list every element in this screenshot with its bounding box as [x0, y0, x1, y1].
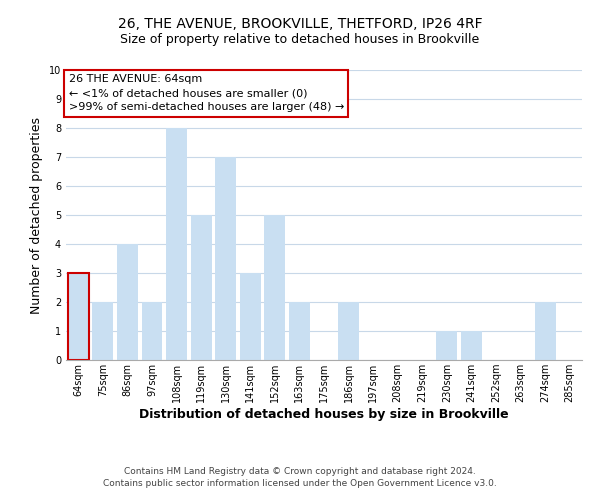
Text: Size of property relative to detached houses in Brookville: Size of property relative to detached ho… [121, 32, 479, 46]
Bar [92, 302, 113, 360]
X-axis label: Distribution of detached houses by size in Brookville: Distribution of detached houses by size … [139, 408, 509, 421]
Text: Contains public sector information licensed under the Open Government Licence v3: Contains public sector information licen… [103, 478, 497, 488]
Bar [436, 331, 457, 360]
Bar [142, 302, 163, 360]
Text: Contains HM Land Registry data © Crown copyright and database right 2024.: Contains HM Land Registry data © Crown c… [124, 467, 476, 476]
Bar [215, 157, 236, 360]
Text: 26 THE AVENUE: 64sqm
← <1% of detached houses are smaller (0)
>99% of semi-detac: 26 THE AVENUE: 64sqm ← <1% of detached h… [68, 74, 344, 112]
Y-axis label: Number of detached properties: Number of detached properties [31, 116, 43, 314]
Bar [535, 302, 556, 360]
Bar [289, 302, 310, 360]
Bar [68, 273, 89, 360]
Bar [117, 244, 138, 360]
Bar [338, 302, 359, 360]
Bar [240, 273, 261, 360]
Text: 26, THE AVENUE, BROOKVILLE, THETFORD, IP26 4RF: 26, THE AVENUE, BROOKVILLE, THETFORD, IP… [118, 18, 482, 32]
Bar [461, 331, 482, 360]
Bar [191, 215, 212, 360]
Bar [265, 215, 286, 360]
Bar [166, 128, 187, 360]
